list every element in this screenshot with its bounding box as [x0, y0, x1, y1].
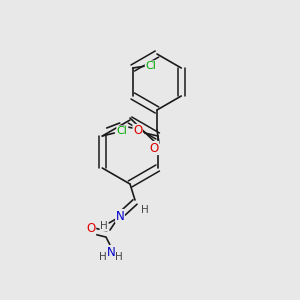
Text: N: N: [106, 245, 116, 259]
Text: H: H: [99, 252, 107, 262]
Text: H: H: [115, 252, 123, 262]
Text: O: O: [86, 223, 96, 236]
Text: Cl: Cl: [117, 126, 128, 136]
Text: N: N: [116, 209, 124, 223]
Text: O: O: [149, 142, 159, 154]
Text: H: H: [141, 205, 149, 215]
Text: H: H: [100, 221, 108, 231]
Text: O: O: [133, 124, 142, 137]
Text: Cl: Cl: [145, 61, 156, 71]
